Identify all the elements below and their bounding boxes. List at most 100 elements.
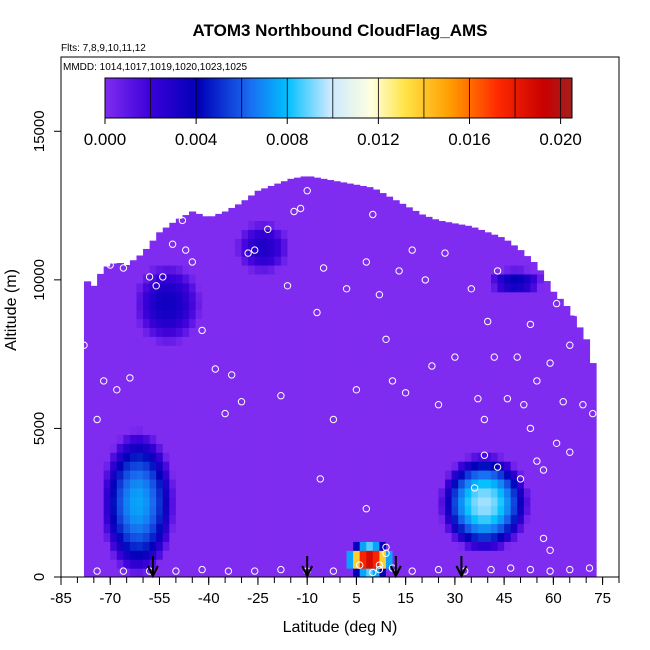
heatmap-cell: [90, 354, 98, 364]
heatmap-cell: [477, 273, 486, 284]
heatmap-cell: [326, 327, 335, 337]
heatmap-cell: [523, 389, 531, 400]
heatmap-cell: [202, 470, 210, 480]
heatmap-cell: [412, 425, 420, 435]
heatmap-cell: [116, 425, 124, 435]
heatmap-cell: [215, 550, 223, 560]
heatmap-cell: [208, 354, 216, 364]
heatmap-cell: [490, 514, 499, 525]
heatmap-cell: [280, 371, 289, 382]
heatmap-cell: [451, 559, 459, 569]
heatmap-cell: [228, 568, 236, 577]
heatmap-cell: [274, 184, 282, 195]
heatmap-cell: [523, 345, 531, 355]
heatmap-cell: [221, 470, 229, 480]
heatmap-cell: [248, 300, 256, 311]
heatmap-cell: [175, 282, 184, 293]
heatmap-cell: [438, 354, 446, 364]
heatmap-cell: [267, 559, 275, 569]
heatmap-cell: [523, 265, 531, 275]
heatmap-cell: [379, 256, 387, 266]
heatmap-cell: [241, 202, 249, 213]
heatmap-cell: [261, 363, 269, 373]
heatmap-cell: [517, 265, 525, 275]
heatmap-cell: [182, 363, 190, 373]
heatmap-cell: [471, 227, 479, 230]
heatmap-cell: [97, 327, 105, 337]
heatmap-cell: [162, 336, 170, 346]
heatmap-cell: [490, 238, 499, 248]
heatmap-cell: [169, 345, 177, 355]
heatmap-cell: [300, 416, 308, 427]
heatmap-cell: [103, 345, 111, 355]
heatmap-cell: [149, 309, 157, 320]
heatmap-cell: [156, 505, 164, 516]
sample-point: [526, 424, 535, 433]
heatmap-cell: [116, 434, 124, 444]
heatmap-cell: [445, 559, 453, 569]
heatmap-cell: [418, 265, 426, 275]
heatmap-cell: [471, 256, 479, 266]
heatmap-cell: [563, 496, 571, 507]
heatmap-cell: [346, 300, 354, 311]
heatmap-cell: [405, 207, 413, 213]
heatmap-cell: [156, 532, 164, 542]
heatmap-cell: [129, 300, 138, 311]
heatmap-cell: [248, 371, 256, 382]
heatmap-cell: [261, 273, 269, 284]
heatmap-cell: [425, 470, 433, 480]
heatmap-cell: [129, 496, 138, 507]
x-tick-label: -40: [198, 590, 220, 607]
sample-point: [382, 549, 390, 557]
heatmap-cell: [83, 452, 92, 462]
heatmap-cell: [353, 291, 361, 302]
heatmap-cell: [484, 309, 492, 320]
heatmap-cell: [182, 300, 190, 311]
heatmap-cell: [97, 282, 105, 293]
heatmap-cell: [83, 336, 92, 346]
heatmap-cell: [438, 282, 446, 293]
heatmap-cell: [169, 265, 177, 275]
heatmap-cell: [359, 461, 367, 471]
heatmap-cell: [359, 354, 367, 364]
heatmap-cell: [471, 496, 479, 507]
heatmap-cell: [189, 345, 197, 355]
heatmap-cell: [497, 300, 505, 311]
heatmap-cell: [431, 291, 440, 302]
heatmap-cell: [418, 363, 426, 373]
heatmap-cell: [563, 371, 571, 382]
heatmap-cell: [543, 281, 551, 284]
heatmap-cell: [399, 300, 407, 311]
heatmap-cell: [129, 478, 138, 489]
heatmap-cell: [320, 505, 328, 516]
heatmap-cell: [103, 309, 111, 320]
heatmap-cell: [162, 487, 170, 498]
heatmap-cell: [431, 300, 440, 311]
heatmap-cell: [287, 354, 295, 364]
sample-point: [224, 567, 233, 575]
heatmap-cell: [110, 407, 118, 418]
heatmap-cell: [346, 184, 354, 195]
heatmap-cell: [195, 380, 203, 391]
heatmap-cell: [504, 247, 512, 257]
heatmap-cell: [195, 354, 203, 364]
heatmap-cell: [248, 398, 256, 409]
heatmap-cell: [97, 496, 105, 507]
sample-point: [487, 565, 495, 574]
heatmap-cell: [405, 407, 413, 418]
heatmap-cell: [497, 505, 505, 516]
heatmap-cell: [320, 514, 328, 525]
heatmap-cell: [517, 487, 525, 498]
heatmap-cell: [313, 282, 321, 293]
heatmap-cell: [129, 514, 138, 525]
heatmap-cell: [175, 434, 184, 444]
heatmap-cell: [274, 416, 282, 427]
heatmap-cell: [412, 416, 420, 427]
heatmap-cell: [280, 363, 289, 373]
heatmap-cell: [103, 478, 111, 489]
heatmap-cell: [405, 398, 413, 409]
heatmap-cell: [589, 514, 597, 525]
heatmap-cell: [116, 300, 124, 311]
heatmap-cell: [523, 470, 531, 480]
heatmap-cell: [189, 265, 197, 275]
